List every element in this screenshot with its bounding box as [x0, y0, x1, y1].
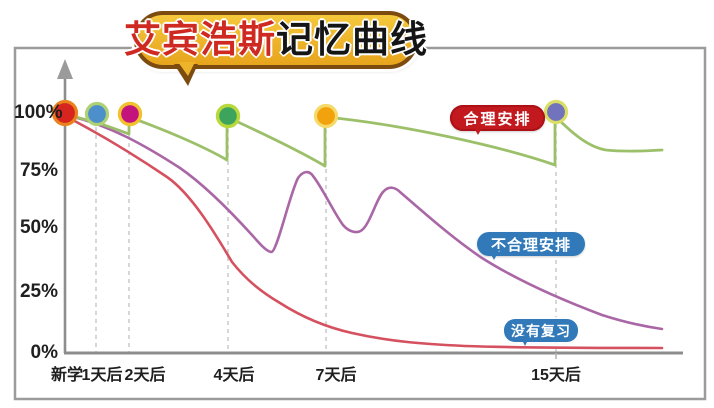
- review-dots: [51, 99, 569, 129]
- curve-unreasonable-schedule: [63, 113, 664, 331]
- review-dot-day4: [215, 103, 241, 129]
- y-tick-100: 100%: [14, 102, 63, 123]
- review-dot-day15: [543, 99, 569, 125]
- x-tick-day15: 15天后: [531, 367, 581, 384]
- title-bubble-tail-fill: [178, 62, 195, 76]
- y-tick-50: 50%: [19, 217, 58, 238]
- page-title: 艾宾浩斯记忆曲线: [124, 21, 428, 58]
- review-dot-day2: [117, 101, 143, 127]
- label-no-review-text: 没有复习: [511, 322, 571, 339]
- label-reasonable-schedule-text: 合理安排: [463, 110, 532, 128]
- label-unreasonable-schedule-text: 不合理安排: [490, 236, 571, 254]
- label-reasonable-schedule: 合理安排: [450, 105, 545, 135]
- y-tick-75: 75%: [19, 160, 58, 181]
- y-tick-25: 25%: [19, 281, 58, 302]
- title-rest: 记忆曲线: [276, 18, 428, 60]
- y-axis-arrow-icon: [57, 59, 73, 79]
- title-highlight: 艾宾浩斯: [124, 18, 276, 60]
- review-dot-day7: [313, 103, 339, 129]
- curve-reasonable-schedule: [63, 112, 664, 168]
- y-tick-0: 0%: [30, 342, 58, 363]
- review-dot-day1: [84, 101, 110, 127]
- curve-no-review: [63, 114, 664, 350]
- review-dot-new: [51, 99, 79, 127]
- x-tick-day1: 1天后: [81, 367, 123, 384]
- x-tick-day2: 2天后: [124, 367, 166, 384]
- label-unreasonable-schedule: 不合理安排: [477, 232, 585, 260]
- label-no-review: 没有复习: [504, 319, 578, 346]
- x-tick-day4: 4天后: [213, 367, 255, 384]
- x-tick-new: 新学: [50, 367, 84, 384]
- chart-frame: [13, 46, 707, 401]
- title-bubble: 艾宾浩斯记忆曲线: [124, 11, 427, 86]
- x-tick-day7: 7天后: [315, 367, 357, 384]
